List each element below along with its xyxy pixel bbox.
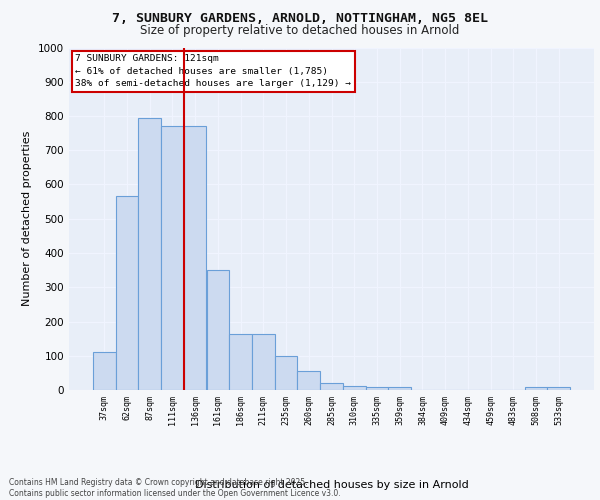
Bar bbox=[388, 386, 411, 390]
Text: Contains HM Land Registry data © Crown copyright and database right 2025.
Contai: Contains HM Land Registry data © Crown c… bbox=[9, 478, 341, 498]
Y-axis label: Number of detached properties: Number of detached properties bbox=[22, 131, 32, 306]
Bar bbox=[139, 118, 161, 390]
Text: Size of property relative to detached houses in Arnold: Size of property relative to detached ho… bbox=[140, 24, 460, 37]
Bar bbox=[229, 334, 252, 390]
Bar bbox=[365, 386, 388, 390]
Bar bbox=[184, 126, 206, 390]
Bar bbox=[275, 356, 298, 390]
Text: 7, SUNBURY GARDENS, ARNOLD, NOTTINGHAM, NG5 8EL: 7, SUNBURY GARDENS, ARNOLD, NOTTINGHAM, … bbox=[112, 12, 488, 26]
Bar bbox=[116, 196, 139, 390]
Bar bbox=[524, 388, 547, 390]
Bar bbox=[161, 126, 184, 390]
Bar bbox=[206, 270, 229, 390]
Bar bbox=[320, 383, 343, 390]
X-axis label: Distribution of detached houses by size in Arnold: Distribution of detached houses by size … bbox=[194, 480, 469, 490]
Bar bbox=[252, 334, 275, 390]
Bar bbox=[93, 352, 116, 390]
Text: 7 SUNBURY GARDENS: 121sqm
← 61% of detached houses are smaller (1,785)
38% of se: 7 SUNBURY GARDENS: 121sqm ← 61% of detac… bbox=[76, 54, 352, 88]
Bar bbox=[547, 388, 570, 390]
Bar bbox=[298, 371, 320, 390]
Bar bbox=[343, 386, 365, 390]
